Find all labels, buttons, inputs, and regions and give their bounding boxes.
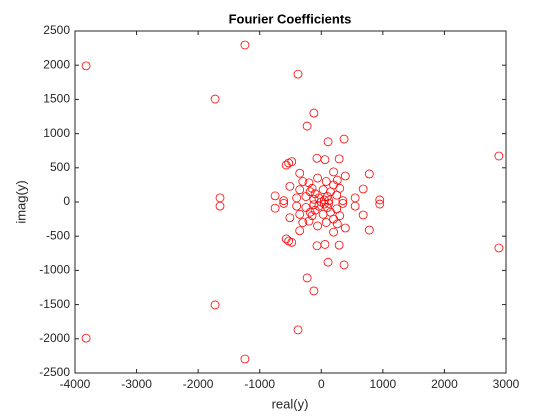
point [298,177,308,186]
point [313,173,322,183]
point [321,218,331,227]
point [340,223,350,233]
point [494,151,504,161]
point [332,219,342,229]
point [310,189,320,199]
point [320,240,330,249]
x-tick-label: -2000 [183,377,214,391]
point [335,183,345,193]
point [323,137,333,147]
point [334,240,344,250]
point [279,198,289,208]
point [358,210,368,220]
point [318,209,328,219]
y-axis-label: imag(y) [13,180,28,223]
point [210,300,220,310]
y-tick-label: -1000 [39,263,70,277]
point [339,134,349,144]
point [339,260,349,270]
point [334,154,344,164]
point [316,197,326,207]
y-tick-label: 500 [50,160,70,174]
point [81,61,91,71]
point [210,94,220,104]
point [293,69,303,79]
point [319,199,329,209]
point [309,286,319,296]
y-tick-label: -1500 [39,297,70,311]
point [340,171,350,181]
point [364,169,374,179]
point [215,201,225,211]
point [240,354,250,364]
point [293,325,303,335]
point [323,203,332,212]
point [364,225,374,235]
point [240,40,250,50]
point [350,201,360,211]
point [285,213,295,223]
x-tick-label: 0 [318,377,325,391]
point [81,333,91,343]
point [329,167,339,177]
x-tick-label: 2000 [431,377,458,391]
point [324,198,334,208]
point [304,178,314,188]
point [305,207,315,217]
point [323,192,332,201]
point [338,196,348,206]
point [494,243,504,253]
point [375,195,385,205]
point [279,196,289,206]
point [270,203,280,213]
plot-box [74,30,507,374]
point [287,237,297,247]
point [338,198,348,208]
point [302,273,312,283]
point [375,199,385,209]
point [295,168,305,178]
x-tick-label: 3000 [493,377,520,391]
point [295,185,305,195]
point [270,191,280,201]
y-tick-label: 1000 [43,126,70,140]
point [302,121,312,131]
point [304,216,314,226]
x-tick-label: 1000 [370,377,397,391]
point [332,175,342,185]
point [329,227,339,237]
point [321,177,331,186]
x-tick-label: -4000 [60,377,91,391]
y-tick-label: -2500 [39,365,70,379]
x-tick-label: -1000 [244,377,275,391]
point [320,155,330,164]
y-tick-label: -500 [46,228,70,242]
point [309,108,319,118]
x-axis-label: real(y) [272,396,309,411]
y-tick-label: 1500 [43,92,70,106]
y-tick-label: 2000 [43,57,70,71]
point [287,157,297,167]
y-tick-label: -2000 [39,331,70,345]
point [292,201,302,211]
point [298,218,308,227]
point [318,185,328,195]
point [313,221,322,231]
point [305,187,315,197]
point [323,257,333,267]
y-tick-label: 0 [63,194,70,208]
point [310,205,320,215]
point [295,226,305,236]
point [358,184,368,194]
y-tick-label: 2500 [43,23,70,37]
point [285,181,295,191]
point [335,211,345,221]
point [295,209,305,219]
chart-title: Fourier Coefficients [229,11,352,26]
x-tick-label: -3000 [121,377,152,391]
